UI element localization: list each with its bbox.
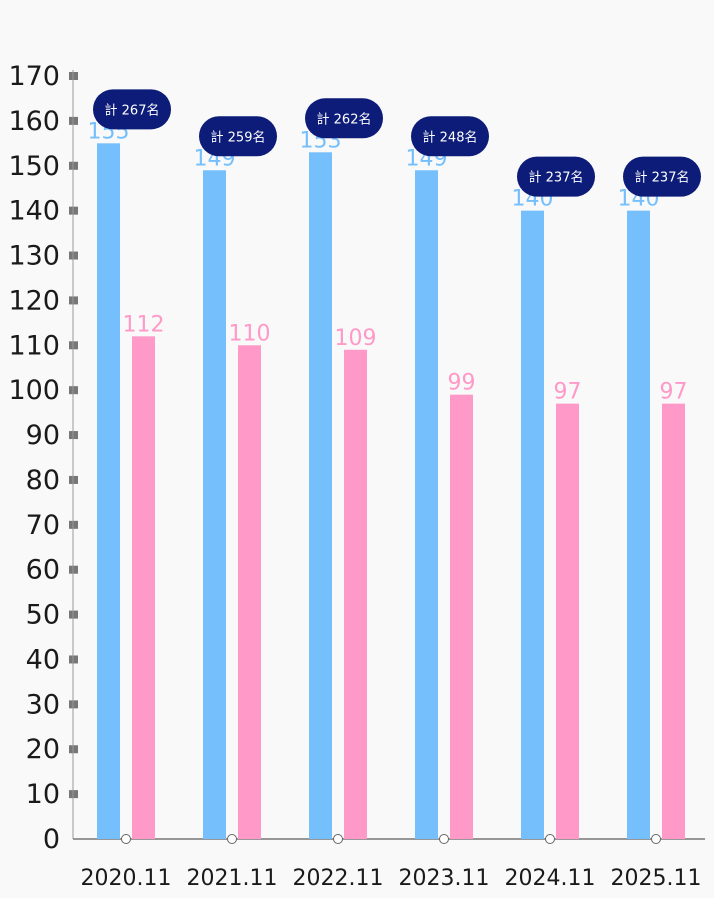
bar-series-1 [97, 143, 120, 839]
x-tick-marker [121, 834, 131, 844]
x-tick-marker [439, 834, 449, 844]
bar-series-2 [132, 336, 155, 839]
total-badge-label: 計 259名 [211, 129, 266, 145]
bar-series-2 [344, 349, 367, 839]
x-tick-marker [651, 834, 661, 844]
y-tick-label: 30 [26, 689, 60, 720]
y-tick-label: 140 [8, 196, 60, 227]
bar-series-1 [627, 210, 650, 839]
bar-series-2 [556, 403, 579, 839]
x-tick-label: 2024.11 [505, 866, 596, 891]
y-tick-label: 100 [8, 375, 60, 406]
data-label-series-2: 97 [660, 380, 688, 405]
data-label-series-2: 110 [229, 321, 271, 346]
y-tick-label: 40 [26, 644, 60, 675]
y-tick-label: 60 [26, 555, 60, 586]
x-tick-marker [333, 834, 343, 844]
y-tick-label: 170 [8, 61, 60, 92]
y-tick-label: 130 [8, 241, 60, 272]
x-tick-label: 2020.11 [81, 866, 172, 891]
y-tick-label: 70 [26, 510, 60, 541]
y-tick-label: 150 [8, 151, 60, 182]
x-tick-label: 2022.11 [293, 866, 384, 891]
data-label-series-2: 97 [554, 380, 582, 405]
y-tick-label: 80 [26, 465, 60, 496]
total-badge [623, 156, 701, 197]
total-badge-label: 計 267名 [105, 102, 160, 118]
y-tick-label: 110 [8, 330, 60, 361]
x-tick-label: 2025.11 [611, 866, 702, 891]
total-badge-label: 計 237名 [635, 170, 690, 186]
x-tick-marker [227, 834, 237, 844]
y-tick-label: 50 [26, 600, 60, 631]
y-tick-label: 90 [26, 420, 60, 451]
total-badge [517, 156, 595, 197]
total-badge [93, 89, 171, 130]
total-badge-label: 計 237名 [529, 170, 584, 186]
bar-series-1 [309, 152, 332, 840]
y-tick-label: 120 [8, 285, 60, 316]
bar-series-2 [450, 394, 473, 839]
total-badge [411, 116, 489, 157]
total-badge [305, 98, 383, 139]
x-tick-label: 2023.11 [399, 866, 490, 891]
total-badge [199, 116, 277, 157]
bar-series-1 [203, 170, 226, 840]
data-label-series-2: 99 [448, 371, 476, 396]
total-badge-label: 計 262名 [317, 111, 372, 127]
bar-series-2 [662, 403, 685, 839]
total-badge-label: 計 248名 [423, 129, 478, 145]
bar-series-1 [521, 210, 544, 839]
y-tick-label: 10 [26, 779, 60, 810]
x-tick-marker [545, 834, 555, 844]
y-tick-label: 0 [43, 824, 60, 855]
bar-series-2 [238, 345, 261, 839]
data-label-series-2: 112 [123, 312, 165, 337]
data-label-series-2: 109 [335, 326, 377, 351]
y-tick-label: 160 [8, 106, 60, 137]
bar-series-1 [415, 170, 438, 840]
y-tick-label: 20 [26, 734, 60, 765]
x-tick-label: 2021.11 [187, 866, 278, 891]
